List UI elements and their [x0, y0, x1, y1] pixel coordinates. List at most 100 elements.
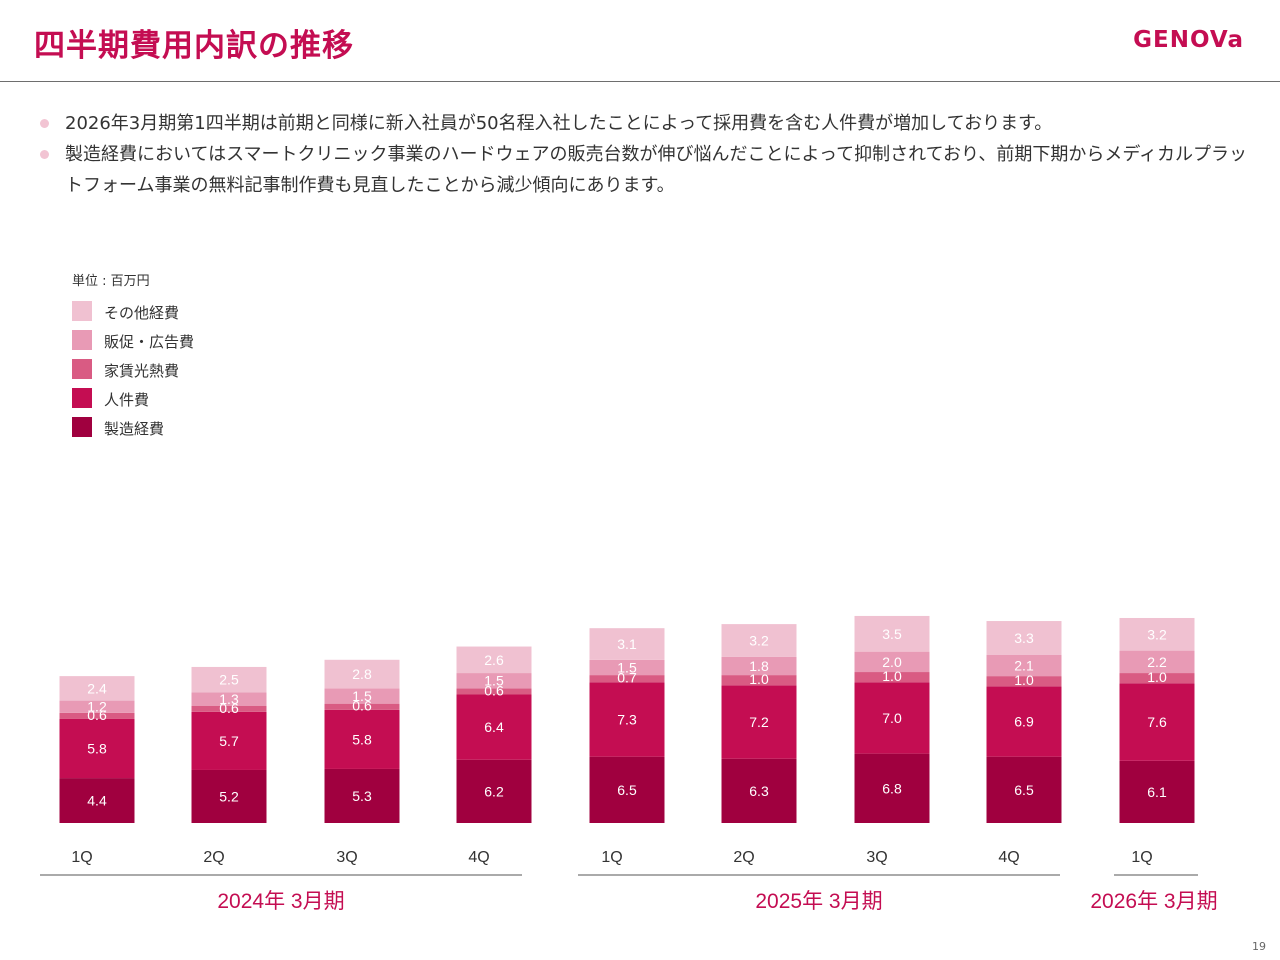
x-tick-label: 1Q: [1131, 849, 1152, 866]
bar-segment: [456, 759, 532, 823]
bar-segment: [1119, 617, 1195, 651]
data-label: 2.4: [87, 680, 107, 696]
data-label: 2.8: [352, 666, 372, 682]
data-label: 3.2: [1147, 626, 1167, 642]
bullet-text: 2026年3月期第1四半期は前期と同様に新入社員が50名程入社したことによって採…: [65, 113, 1053, 134]
bar-segment: [986, 621, 1062, 655]
x-tick-label: 2Q: [733, 849, 754, 866]
data-label: 6.5: [1014, 782, 1034, 798]
bullet-dot-icon: [40, 119, 49, 128]
data-label: 6.8: [882, 780, 902, 796]
data-label: 5.8: [87, 741, 107, 757]
bullet-item: 2026年3月期第1四半期は前期と同様に新入社員が50名程入社したことによって採…: [40, 108, 1250, 139]
data-label: 6.3: [749, 783, 769, 799]
data-label: 0.6: [352, 698, 372, 714]
page-title: 四半期費用内訳の推移: [34, 28, 354, 64]
bar-segment: [59, 712, 135, 719]
bar-segment: [854, 682, 930, 754]
bar-segment: [191, 692, 267, 706]
group-label: 2026年 3月期: [1090, 890, 1217, 913]
bar-segment: [721, 685, 797, 759]
x-tick-label: 1Q: [71, 849, 92, 866]
bar-segment: [854, 651, 930, 673]
bar-segment: [59, 676, 135, 701]
data-label: 2.6: [484, 652, 504, 668]
data-label: 0.6: [219, 700, 239, 716]
data-label: 0.6: [484, 682, 504, 698]
x-tick-label: 3Q: [866, 849, 887, 866]
data-label: 2.0: [882, 654, 902, 670]
data-label: 7.0: [882, 710, 902, 726]
bar-segment: [59, 700, 135, 713]
data-label: 1.5: [352, 688, 372, 704]
data-label: 1.0: [749, 671, 769, 687]
data-label: 2.5: [219, 672, 239, 688]
bar-segment: [589, 675, 665, 683]
bar-segment: [721, 656, 797, 676]
data-label: 1.8: [749, 658, 769, 674]
data-label: 6.9: [1014, 714, 1034, 730]
x-tick-label: 2Q: [203, 849, 224, 866]
bar-segment: [854, 672, 930, 683]
data-label: 7.6: [1147, 714, 1167, 730]
bar-segment: [589, 628, 665, 660]
data-label: 3.2: [749, 632, 769, 648]
bar-segment: [589, 682, 665, 757]
x-tick-label: 4Q: [468, 849, 489, 866]
data-label: 1.2: [87, 699, 107, 715]
legend-label: 人件費: [104, 391, 150, 409]
summary-bullets: 2026年3月期第1四半期は前期と同様に新入社員が50名程入社したことによって採…: [40, 108, 1250, 201]
bar-segment: [854, 615, 930, 652]
data-label: 5.7: [219, 733, 239, 749]
data-label: 2.2: [1147, 654, 1167, 670]
legend-swatch: [72, 301, 92, 321]
data-label: 1.5: [617, 659, 637, 675]
bar-segment: [721, 624, 797, 657]
bar-segment: [456, 694, 532, 760]
legend-swatch: [72, 359, 92, 379]
bar-segment: [721, 758, 797, 823]
data-label: 1.3: [219, 691, 239, 707]
data-label: 7.3: [617, 711, 637, 727]
legend-swatch: [72, 330, 92, 350]
bar-segment: [324, 703, 400, 710]
data-label: 1.0: [882, 668, 902, 684]
x-tick-label: 4Q: [998, 849, 1019, 866]
data-label: 7.2: [749, 714, 769, 730]
legend-label: その他経費: [104, 304, 180, 322]
bar-segment: [854, 753, 930, 823]
data-label: 5.8: [352, 731, 372, 747]
data-label: 6.2: [484, 783, 504, 799]
legend-label: 製造経費: [104, 420, 165, 438]
bullet-text: 製造経費においてはスマートクリニック事業のハードウェアの販売台数が伸び悩んだこと…: [65, 144, 1248, 196]
unit-label: 単位 : 百万円: [72, 274, 150, 289]
data-label: 5.2: [219, 788, 239, 804]
group-label: 2025年 3月期: [755, 890, 882, 913]
bar-segment: [456, 673, 532, 689]
bar-segment: [191, 711, 267, 770]
data-label: 3.3: [1014, 630, 1034, 646]
page-number: 19: [1252, 940, 1266, 953]
bar-segment: [986, 676, 1062, 687]
bar-segment: [986, 654, 1062, 677]
bar-segment: [191, 705, 267, 712]
genova-logo: GENOVa: [1133, 27, 1244, 53]
bar-segment: [456, 688, 532, 695]
data-label: 3.1: [617, 636, 637, 652]
bar-segment: [986, 686, 1062, 757]
bar-segment: [589, 659, 665, 676]
bullet-dot-icon: [40, 150, 49, 159]
bar-segment: [1119, 650, 1195, 674]
x-tick-label: 1Q: [601, 849, 622, 866]
bar-segment: [324, 688, 400, 704]
bar-segment: [324, 709, 400, 769]
data-label: 5.3: [352, 788, 372, 804]
data-label: 1.5: [484, 673, 504, 689]
data-label: 1.0: [1147, 669, 1167, 685]
bar-segment: [589, 756, 665, 823]
group-label: 2024年 3月期: [217, 890, 344, 913]
bullet-item: 製造経費においてはスマートクリニック事業のハードウェアの販売台数が伸び悩んだこと…: [40, 139, 1250, 201]
bar-segment: [1119, 760, 1195, 823]
data-label: 0.6: [87, 707, 107, 723]
